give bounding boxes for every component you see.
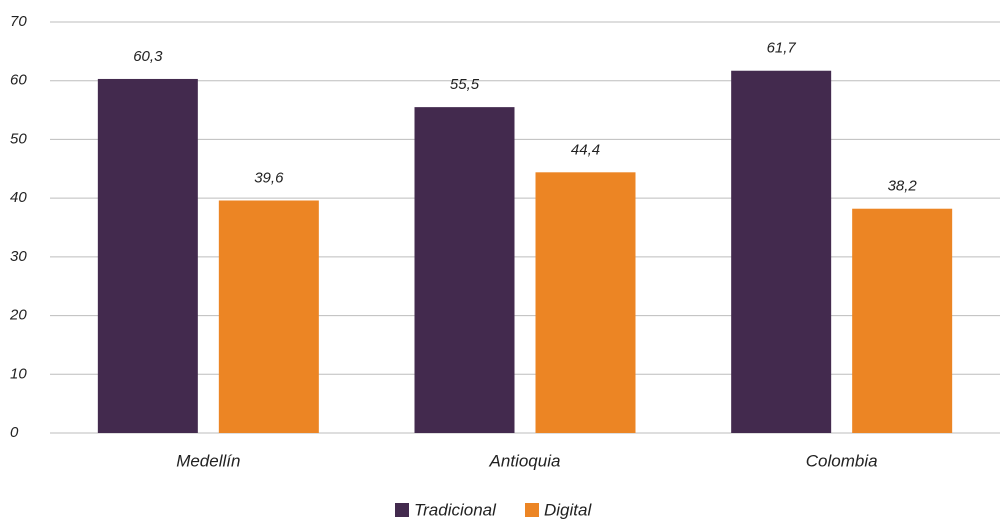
bar	[852, 208, 953, 433]
y-tick-label: 70	[10, 13, 27, 30]
legend-label: Digital	[544, 500, 592, 519]
x-tick-label: Colombia	[806, 451, 878, 470]
bar	[414, 107, 515, 433]
bar	[731, 70, 832, 434]
x-tick-label: Antioquia	[489, 451, 561, 470]
data-label: 38,2	[888, 178, 918, 195]
bar	[535, 172, 636, 433]
y-tick-label: 20	[9, 307, 27, 324]
bar	[97, 78, 198, 434]
y-tick-label: 60	[10, 72, 27, 89]
y-tick-label: 50	[10, 130, 27, 147]
data-label: 39,6	[254, 169, 284, 186]
data-label: 60,3	[133, 48, 163, 65]
legend-swatch	[395, 503, 409, 517]
legend-label: Tradicional	[414, 500, 497, 519]
bar	[218, 200, 319, 433]
y-tick-label: 40	[10, 189, 27, 206]
y-tick-label: 0	[10, 424, 19, 441]
y-tick-label: 30	[10, 248, 27, 265]
x-tick-label: Medellín	[176, 451, 240, 470]
data-label: 61,7	[767, 40, 797, 57]
data-label: 55,5	[450, 76, 480, 93]
y-tick-label: 10	[10, 365, 27, 382]
legend-swatch	[525, 503, 539, 517]
data-label: 44,4	[571, 141, 600, 158]
